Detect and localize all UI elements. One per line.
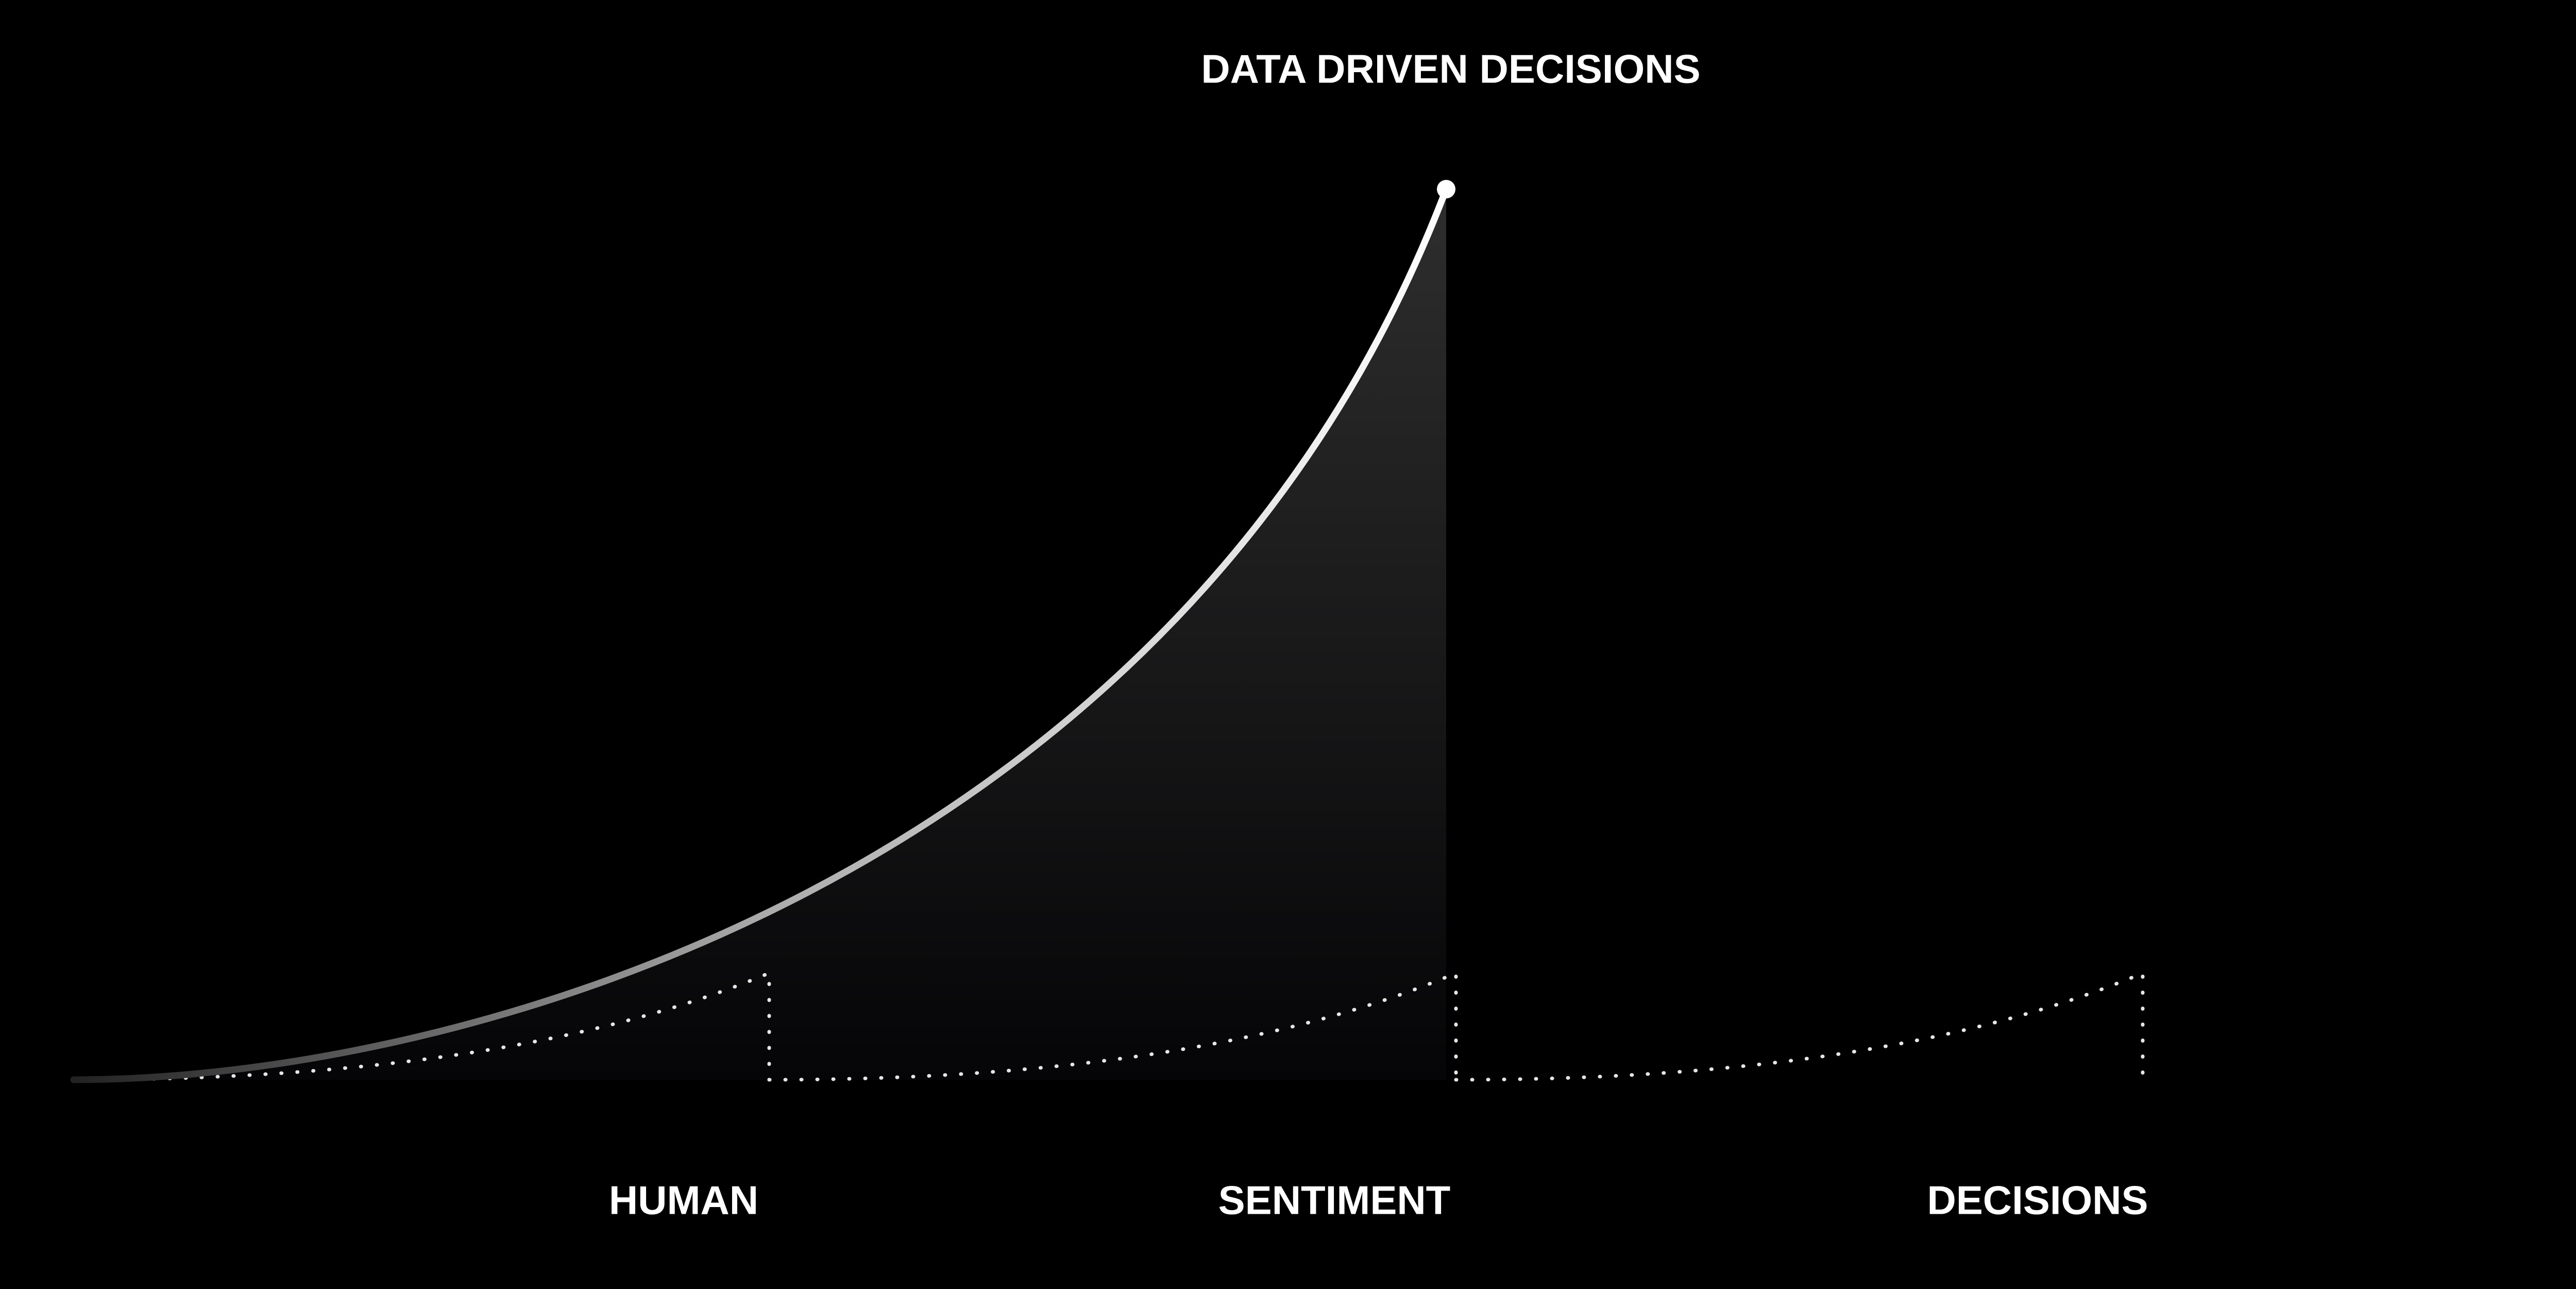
curve-endpoint [1437,180,1455,198]
stage-line [1454,970,2145,1082]
stage-label: SENTIMENT [1218,1178,1451,1223]
stage-label: HUMAN [609,1178,758,1223]
stage-dotted-lines [72,970,2145,1082]
stage-label: DECISIONS [1927,1178,2148,1223]
stage-line [767,970,1458,1082]
growth-area [74,189,1446,1080]
growth-curve [70,186,1450,1083]
title: DATA DRIVEN DECISIONS [1201,46,1700,92]
